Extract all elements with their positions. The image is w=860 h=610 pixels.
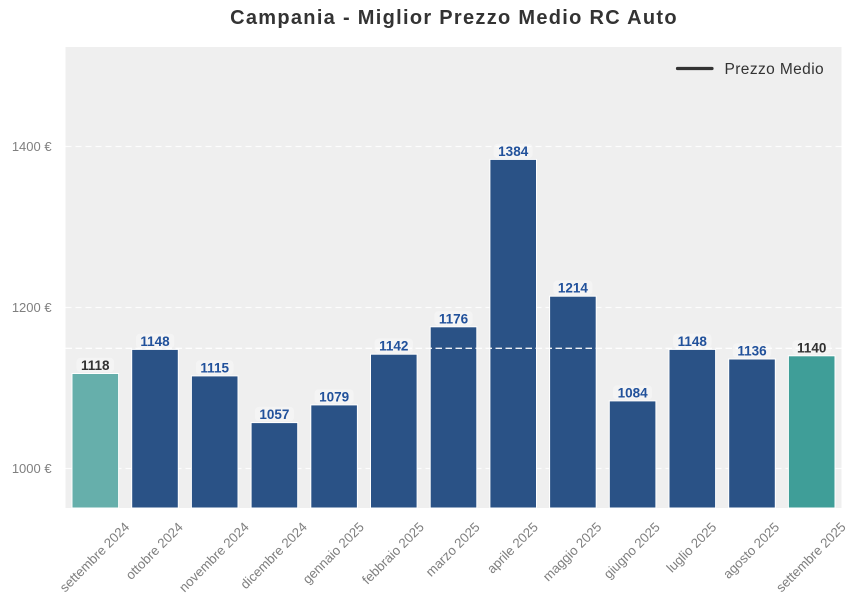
svg-text:1136: 1136 [737,344,767,359]
svg-text:1118: 1118 [81,358,110,373]
svg-text:1000 €: 1000 € [12,461,53,476]
svg-text:1148: 1148 [678,334,708,349]
svg-text:1140: 1140 [797,340,826,355]
svg-text:luglio 2025: luglio 2025 [663,519,719,575]
svg-text:1384: 1384 [498,144,529,159]
svg-text:febbraio 2025: febbraio 2025 [359,519,427,587]
svg-text:1084: 1084 [618,385,649,400]
svg-text:marzo 2025: marzo 2025 [423,519,483,579]
svg-text:gennaio 2025: gennaio 2025 [300,519,367,586]
svg-text:settembre 2025: settembre 2025 [773,519,849,595]
svg-text:ottobre 2024: ottobre 2024 [123,519,186,582]
svg-text:giugno 2025: giugno 2025 [601,519,663,581]
svg-text:1079: 1079 [319,389,349,404]
svg-text:maggio 2025: maggio 2025 [540,519,605,584]
svg-text:Campania - Miglior Prezzo Medi: Campania - Miglior Prezzo Medio RC Auto [230,7,678,29]
svg-text:1400 €: 1400 € [12,139,53,154]
svg-text:1142: 1142 [379,339,408,354]
svg-text:1214: 1214 [558,281,589,296]
svg-text:aprile 2025: aprile 2025 [484,519,541,576]
svg-text:1115: 1115 [200,360,229,375]
svg-text:1200 €: 1200 € [12,300,53,315]
svg-text:1148: 1148 [140,334,170,349]
svg-text:1057: 1057 [259,407,289,422]
svg-text:1176: 1176 [439,311,469,326]
svg-text:Prezzo Medio: Prezzo Medio [725,61,825,78]
svg-text:settembre 2024: settembre 2024 [57,519,133,595]
svg-text:agosto 2025: agosto 2025 [720,519,782,581]
